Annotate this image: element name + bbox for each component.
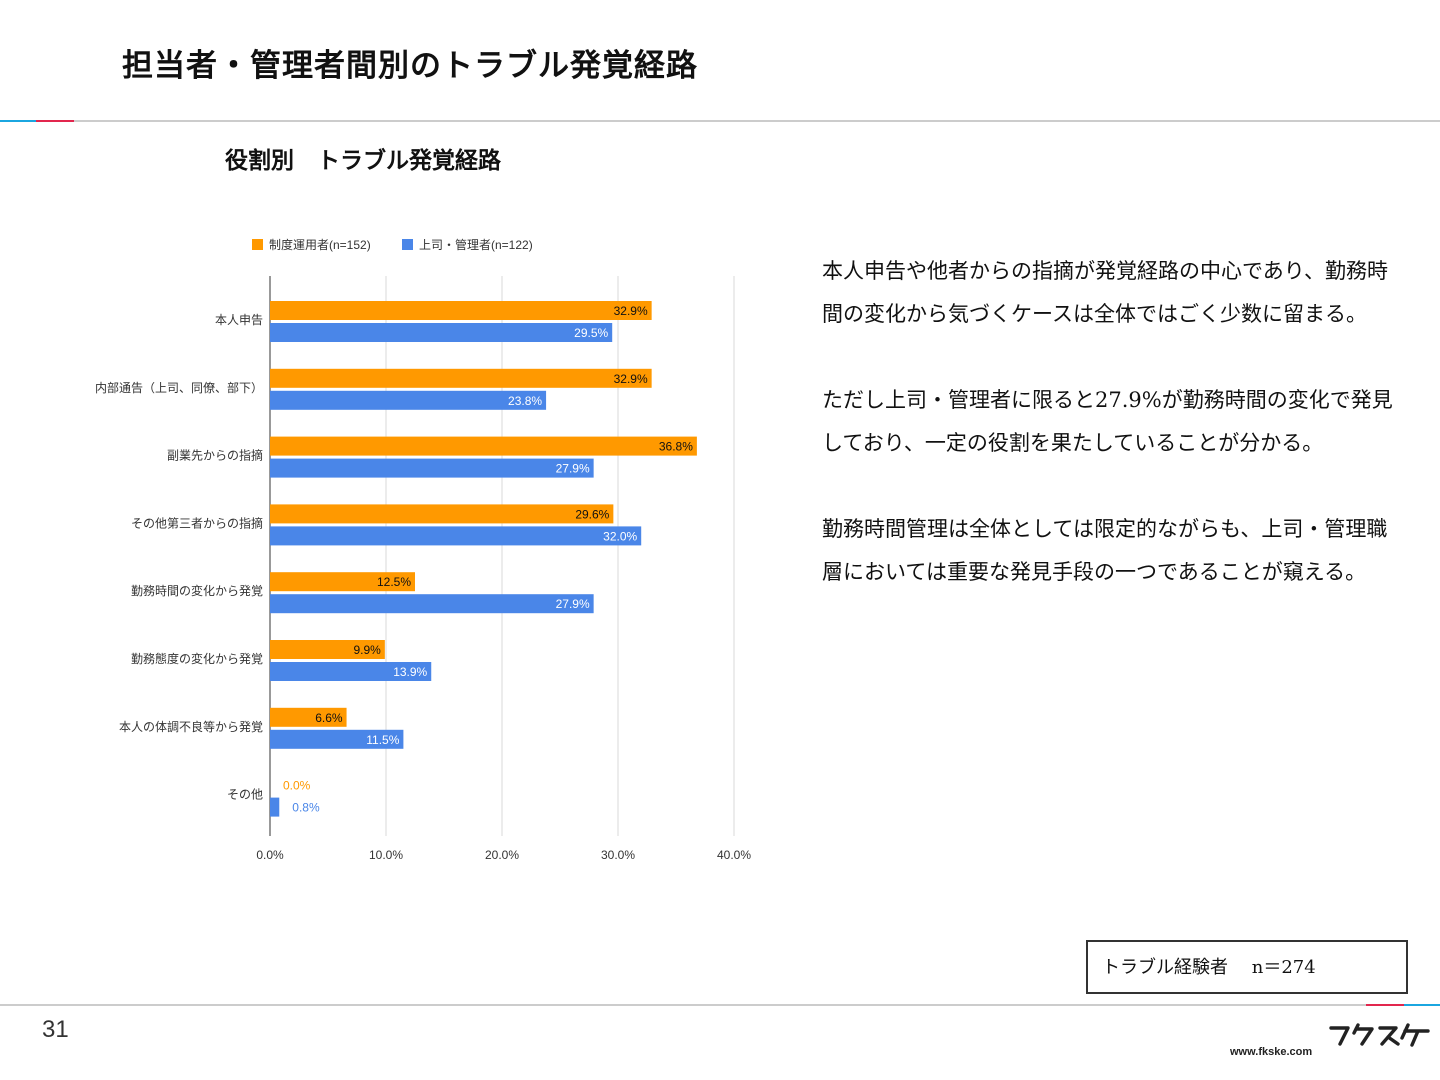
page-number: 31 (42, 1016, 69, 1043)
bar (270, 436, 697, 456)
x-tick-label: 0.0% (256, 848, 284, 862)
footer-rule-accent-red (1366, 1004, 1404, 1006)
category-label: 勤務態度の変化から発覚 (131, 651, 263, 666)
category-label: 本人申告 (215, 313, 263, 327)
data-label: 12.5% (377, 575, 411, 589)
data-label: 29.5% (574, 326, 608, 340)
x-tick-label: 30.0% (601, 848, 635, 862)
bar (270, 594, 594, 614)
data-label: 0.0% (283, 779, 311, 793)
data-label: 32.9% (614, 304, 648, 318)
bar-chart: 0.0% 10.0% 20.0% 30.0% 40.0% 制度運用者(n=152) 上司・管… (95, 237, 751, 862)
title-rule-accent-red (36, 120, 74, 122)
category-label: その他第三者からの指摘 (131, 515, 263, 530)
bar (270, 368, 652, 388)
bar (270, 707, 347, 727)
bar (270, 640, 385, 659)
data-label: 29.6% (575, 507, 609, 521)
summary-paragraph-3: 勤務時間管理は全体としては限定的ながらも、上司・管理職層においては重要な発見手段… (822, 517, 1388, 584)
summary-text: 本人申告や他者からの指摘が発覚経路の中心であり、勤務時間の変化から気づくケースは… (822, 250, 1402, 637)
category-label: 勤務時間の変化から発覚 (131, 583, 263, 598)
bar (270, 323, 613, 342)
bar (270, 572, 415, 592)
data-label: 0.8% (292, 801, 320, 815)
bar (270, 797, 280, 817)
data-label: 32.9% (614, 372, 648, 386)
data-label: 27.9% (556, 462, 590, 476)
bar (270, 662, 432, 681)
data-label: 13.9% (393, 665, 427, 679)
data-label: 32.0% (603, 529, 637, 543)
category-label: 内部通告（上司、同僚、部下） (95, 380, 263, 395)
legend-label: 制度運用者(n=152) (269, 237, 371, 252)
sample-size-box: トラブル経験者 n＝274 (1086, 940, 1408, 994)
category-label: 本人の体調不良等から発覚 (119, 719, 263, 734)
legend-label: 上司・管理者(n=122) (419, 237, 533, 252)
bar (270, 301, 652, 320)
bar (270, 729, 404, 749)
summary-paragraph-2: ただし上司・管理者に限ると27.9%が勤務時間の変化で発見しており、一定の役割を… (822, 388, 1393, 455)
summary-paragraph-1: 本人申告や他者からの指摘が発覚経路の中心であり、勤務時間の変化から気づくケースは… (822, 259, 1388, 326)
data-label: 11.5% (366, 733, 399, 747)
legend-swatch (252, 239, 263, 250)
data-label: 27.9% (556, 597, 590, 611)
x-tick-label: 40.0% (717, 848, 751, 862)
x-tick-label: 10.0% (369, 848, 403, 862)
data-label: 6.6% (315, 711, 343, 725)
site-url: www.fkske.com (1230, 1046, 1313, 1058)
bar (270, 390, 547, 410)
category-label: 副業先からの指摘 (167, 448, 263, 463)
x-tick-label: 20.0% (485, 848, 519, 862)
data-label: 23.8% (508, 394, 542, 408)
data-label: 36.8% (659, 440, 693, 454)
legend-swatch (402, 239, 413, 250)
footer-rule-gray (0, 1004, 1440, 1006)
bar (270, 458, 594, 478)
chart-heading: 役割別 トラブル発覚経路 (225, 147, 501, 174)
bar (270, 504, 614, 524)
title-rule-accent-cyan (0, 120, 36, 122)
slide-title: 担当者・管理者間別のトラブル発覚経路 (122, 48, 698, 84)
footer-rule-accent-cyan (1404, 1004, 1440, 1006)
title-rule-gray (0, 120, 1440, 122)
bar (270, 526, 642, 546)
category-label: その他 (227, 788, 263, 802)
data-label: 9.9% (353, 643, 381, 657)
fukuske-logo (1329, 1023, 1430, 1047)
